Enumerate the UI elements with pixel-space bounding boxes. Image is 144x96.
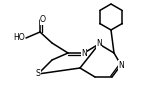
Text: HO: HO (13, 34, 25, 43)
Text: O: O (40, 15, 46, 24)
Text: S: S (36, 70, 40, 79)
Text: N: N (81, 48, 87, 58)
Text: N: N (96, 39, 102, 48)
Text: N: N (118, 60, 124, 70)
